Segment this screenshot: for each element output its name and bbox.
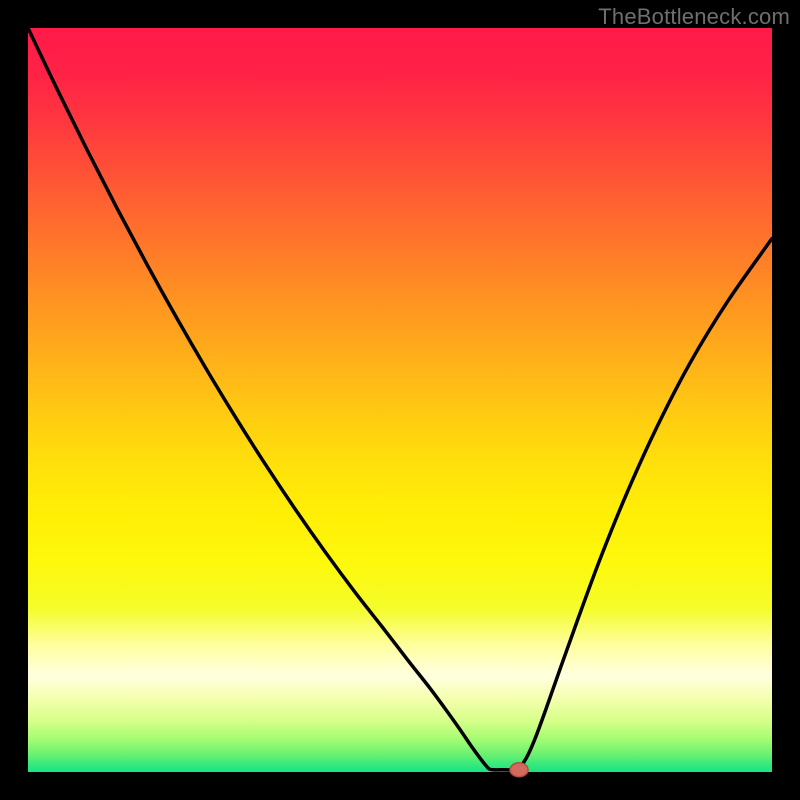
optimal-point-marker bbox=[510, 763, 528, 777]
bottleneck-chart bbox=[0, 0, 800, 800]
chart-frame: TheBottleneck.com bbox=[0, 0, 800, 800]
gradient-background bbox=[28, 28, 772, 772]
watermark-label: TheBottleneck.com bbox=[598, 4, 790, 30]
